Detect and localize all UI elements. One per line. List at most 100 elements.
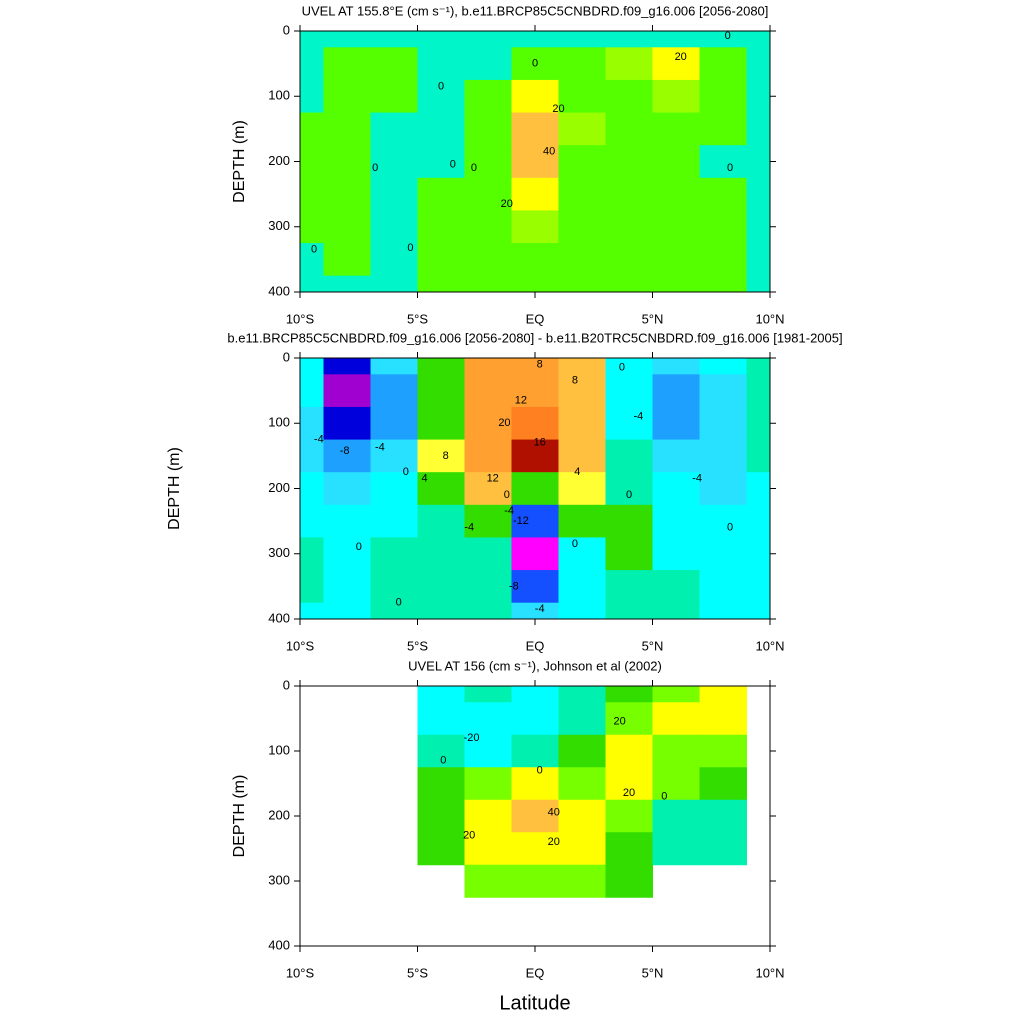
field-cell [464,177,512,211]
field-cell [323,243,371,277]
x-tick-label: 5°S [407,638,428,653]
field-cell [746,79,770,114]
contour-label: 0 [356,541,362,553]
contour-label: 0 [471,162,477,174]
field-cell [605,734,653,768]
field-cell [370,177,418,211]
field-cell [417,472,465,506]
contour-label: 8 [537,358,543,370]
field-cell [417,702,465,736]
contour-label: 40 [543,146,555,158]
field-cell [652,537,700,571]
contour-label: 20 [498,417,510,429]
contour-label: 0 [626,489,632,501]
field-cell [652,79,700,114]
field-cell [652,406,700,441]
field-cell [652,602,700,619]
field-cell [300,504,324,538]
contour-label: -4 [504,505,514,517]
field-cell [300,243,324,277]
field-cell [464,504,512,538]
field-cell [464,537,512,571]
field-cell [652,686,700,703]
field-cell [652,145,700,179]
field-cell [511,374,559,408]
field-cell [652,177,700,211]
field-cell [605,31,653,48]
field-cell [464,374,512,408]
field-cell [511,439,559,473]
y-tick-label: 100 [268,88,290,103]
field-cell [417,734,465,768]
y-tick-label: 0 [283,349,290,364]
field-cell [558,31,606,48]
field-cell [417,504,465,538]
field-cell [370,112,418,146]
field-cell [464,702,512,736]
field-cell [699,767,747,801]
contour-label: 0 [619,362,625,374]
x-tick-label: 10°N [755,638,784,653]
field-cell [323,602,371,619]
y-axis-label: DEPTH (m) [231,120,248,203]
field-cell [300,47,324,81]
y-tick-label: 0 [283,677,290,692]
field-cell [558,79,606,114]
field-cell [699,243,747,277]
field-cell [300,374,324,408]
field-cell [699,275,747,292]
field-cell [558,799,606,833]
field-cell [300,570,324,604]
field-cell [558,112,606,146]
field: -20 0 0 20 20 0 40 20 20 [417,686,747,898]
x-tick-label: 10°S [286,311,315,326]
field-cell [699,79,747,114]
field-cell [746,31,770,48]
field-cell [464,112,512,146]
y-tick-label: 0 [283,22,290,37]
field-cell [605,79,653,114]
field-cell [511,504,559,538]
field-cell [511,31,559,48]
field-cell [652,702,700,736]
x-tick-label: EQ [526,965,545,980]
field-cell [370,439,418,473]
contour-label: 16 [534,437,546,449]
field-cell [699,112,747,146]
contour-label: 0 [572,538,578,550]
field-cell [746,112,770,146]
contour-label: 0 [438,80,444,92]
x-tick-label: 10°S [286,638,315,653]
field-cell [652,767,700,801]
field-cell [370,406,418,441]
field-cell [511,210,559,244]
field-cell [300,31,324,48]
field-cell [699,439,747,473]
field-cell [558,145,606,179]
field-cell [699,799,747,833]
field-cell [699,832,747,866]
field-cell [652,358,700,375]
field-cell [699,686,747,703]
field-cell [699,602,747,619]
y-tick-label: 400 [268,283,290,298]
field-cell [699,358,747,375]
contour-label: 0 [440,755,446,767]
field-cell [300,79,324,114]
field-cell [605,374,653,408]
field-cell [370,570,418,604]
field-cell [370,472,418,506]
field-cell [300,358,324,375]
field-cell [605,702,653,736]
field-cell [323,145,371,179]
field-cell [323,406,371,441]
field-cell [417,31,465,48]
contour-label: 8 [443,450,449,462]
field-cell [417,275,465,292]
field-cell [605,472,653,506]
field-cell [511,686,559,703]
field-cell [605,145,653,179]
field-cell [699,177,747,211]
field-cell [652,243,700,277]
field-cell [605,832,653,866]
